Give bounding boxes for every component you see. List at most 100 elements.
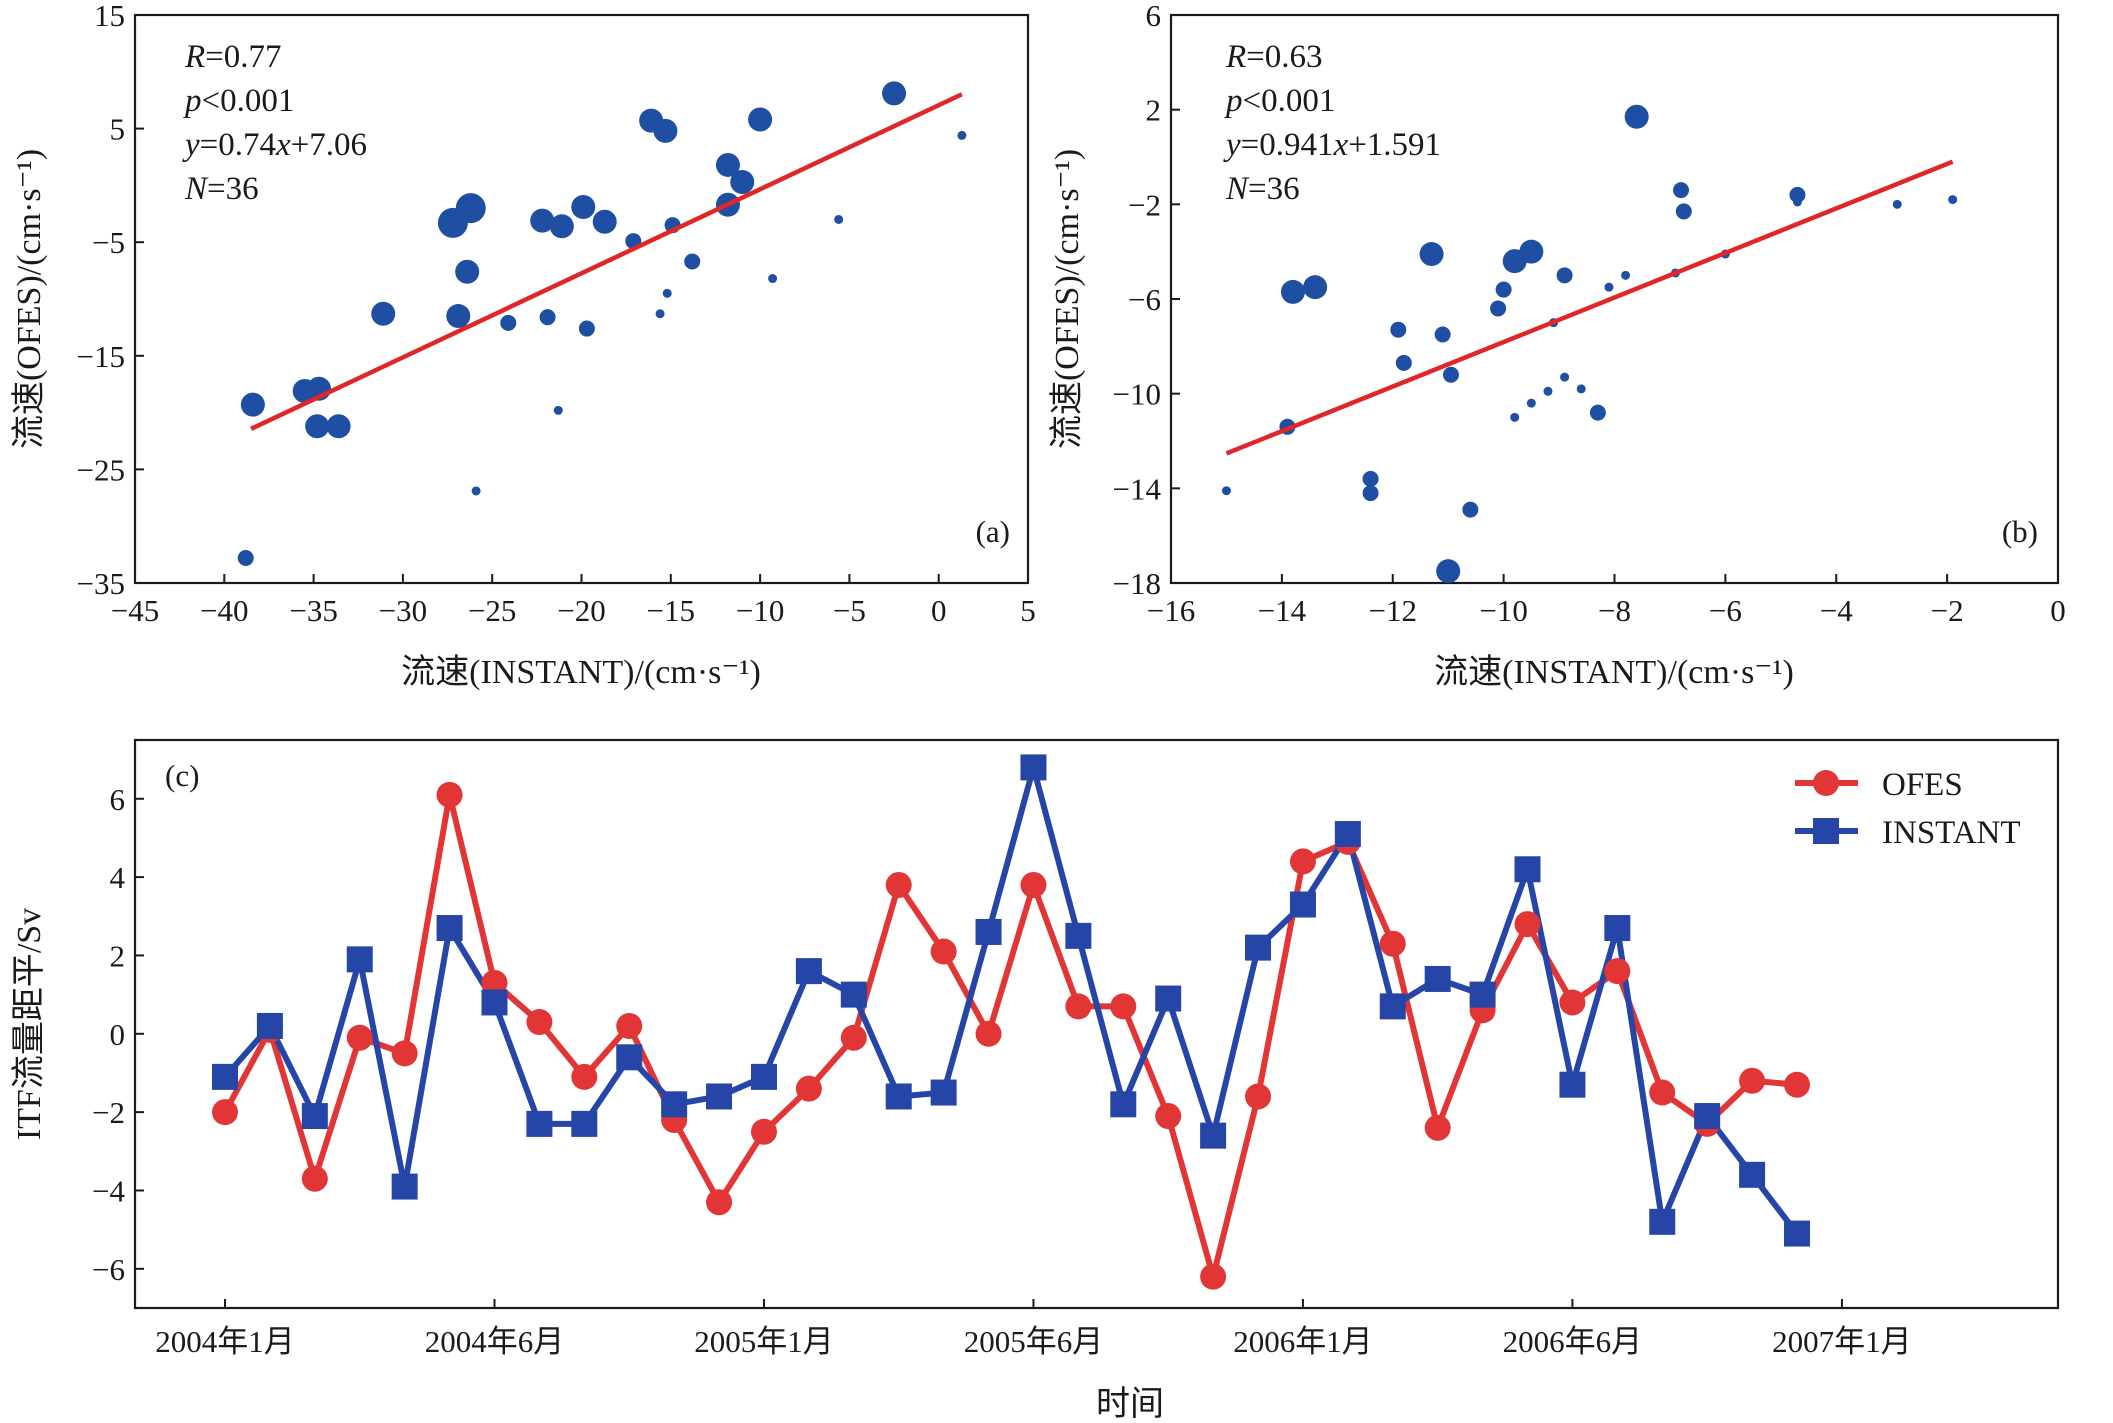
data-point-b xyxy=(1303,275,1328,300)
marker-ofes xyxy=(571,1063,598,1090)
panel-label-a: (a) xyxy=(976,514,1010,549)
marker-instant xyxy=(616,1044,643,1071)
x-tick-label-a: 0 xyxy=(931,593,947,628)
data-point-a xyxy=(684,253,701,270)
data-point-b xyxy=(1624,104,1649,129)
marker-instant xyxy=(1514,856,1541,883)
marker-ofes xyxy=(212,1099,238,1126)
data-point-b xyxy=(1675,203,1692,220)
marker-instant xyxy=(1200,1122,1227,1149)
marker-ofes xyxy=(346,1024,373,1051)
marker-ofes xyxy=(1784,1071,1810,1098)
data-point-b xyxy=(1495,281,1512,298)
marker-instant xyxy=(885,1083,912,1110)
x-tick-label-c: 2006年1月 xyxy=(1233,1324,1373,1359)
x-tick-label-c: 2005年6月 xyxy=(964,1324,1104,1359)
data-point-a xyxy=(957,130,967,140)
marker-ofes xyxy=(706,1189,733,1216)
data-point-b xyxy=(1589,404,1606,421)
data-point-a xyxy=(240,392,265,417)
marker-ofes xyxy=(616,1012,643,1039)
marker-instant xyxy=(436,915,463,942)
plot-area-frame-c xyxy=(133,738,2060,1310)
data-point-b xyxy=(1362,470,1379,487)
stat-p-b: p<0.001 xyxy=(1224,83,1335,119)
marker-instant xyxy=(1649,1208,1676,1235)
y-tick-label-c: −2 xyxy=(92,1095,125,1130)
marker-instant xyxy=(481,989,508,1016)
data-point-b xyxy=(1280,279,1305,304)
marker-ofes xyxy=(1739,1067,1766,1094)
marker-instant xyxy=(301,1103,328,1130)
marker-ofes xyxy=(301,1165,328,1192)
legend-label-instant: INSTANT xyxy=(1882,815,2021,851)
marker-ofes xyxy=(1559,989,1586,1016)
marker-ofes xyxy=(1514,911,1541,938)
x-tick-label-b: −12 xyxy=(1369,593,1417,628)
stat-p-a: p<0.001 xyxy=(183,83,294,119)
x-tick-label-b: −8 xyxy=(1598,593,1631,628)
data-point-a xyxy=(768,274,778,284)
y-tick-label-b: −10 xyxy=(1113,377,1161,412)
x-axis-label-a: 流速(INSTANT)/(cm·s⁻¹) xyxy=(401,653,761,691)
marker-ofes xyxy=(1649,1079,1676,1106)
stat-n-a: N=36 xyxy=(184,171,259,207)
x-tick-label-a: −45 xyxy=(111,593,159,628)
marker-ofes xyxy=(975,1020,1002,1047)
y-tick-label-a: −25 xyxy=(77,452,125,487)
x-tick-label-a: −30 xyxy=(379,593,427,628)
marker-instant xyxy=(391,1173,418,1200)
marker-ofes xyxy=(840,1024,867,1051)
marker-instant xyxy=(1155,985,1182,1012)
x-tick-label-a: 5 xyxy=(1020,593,1036,628)
y-tick-label-c: −4 xyxy=(92,1173,125,1208)
data-point-a xyxy=(578,320,595,337)
data-point-a xyxy=(592,209,617,234)
y-tick-label-c: 0 xyxy=(110,1017,126,1052)
x-tick-label-b: −6 xyxy=(1709,593,1742,628)
data-point-b xyxy=(1543,386,1553,396)
scatter-panel-a: −45 −40 −35 −30 −25 −20 −15 −10 −5 0 5 −35 −25 −15 −5 5… xyxy=(10,0,1036,691)
data-point-b xyxy=(1673,182,1690,199)
data-point-a xyxy=(655,309,665,319)
series-line-ofes xyxy=(222,791,1798,1280)
x-tick-label-b: −2 xyxy=(1931,593,1964,628)
x-tick-label-a: −15 xyxy=(647,593,695,628)
y-tick-label-b: −14 xyxy=(1113,471,1162,506)
scatter-panel-b: −16 −14 −12 −10 −8 −6 −4 −2 0 −18 −14 −10 −6 −2 2 6 R=0… xyxy=(1048,0,2066,691)
data-point-b xyxy=(1560,372,1570,382)
x-tick-label-a: −35 xyxy=(289,593,337,628)
data-point-a xyxy=(653,118,678,143)
marker-instant xyxy=(1110,1091,1137,1118)
x-tick-label-c: 2007年1月 xyxy=(1772,1324,1912,1359)
marker-ofes xyxy=(1155,1103,1182,1130)
y-tick-label-c: −6 xyxy=(92,1252,125,1287)
legend-marker-ofes xyxy=(1813,770,1839,796)
marker-instant xyxy=(1020,754,1047,781)
legend-marker-instant xyxy=(1813,818,1839,844)
data-point-b xyxy=(1395,354,1412,371)
data-point-a xyxy=(571,194,596,219)
marker-instant xyxy=(346,946,373,973)
x-axis-label-c: 时间 xyxy=(1096,1386,1164,1423)
y-tick-label-a: −15 xyxy=(77,339,125,374)
y-tick-label-b: 6 xyxy=(1146,0,1162,33)
data-point-b xyxy=(1221,486,1231,496)
x-tick-label-b: 0 xyxy=(2050,593,2066,628)
y-tick-label-b: 2 xyxy=(1146,93,1162,128)
data-point-a xyxy=(305,414,330,439)
y-tick-label-b: −6 xyxy=(1128,282,1161,317)
marker-instant xyxy=(840,981,867,1008)
x-tick-label-a: −40 xyxy=(200,593,248,628)
regression-line-a xyxy=(250,92,963,431)
x-tick-label-a: −20 xyxy=(557,593,605,628)
data-point-b xyxy=(1442,366,1459,383)
data-point-b xyxy=(1948,195,1958,205)
y-axis-label-a: 流速(OFES)/(cm·s⁻¹) xyxy=(10,149,48,449)
marker-instant xyxy=(1424,965,1451,992)
marker-instant xyxy=(975,918,1002,945)
stat-eq-b: y=0.941x+1.591 xyxy=(1223,127,1441,163)
marker-ofes xyxy=(1200,1263,1227,1290)
data-point-b xyxy=(1621,270,1631,280)
